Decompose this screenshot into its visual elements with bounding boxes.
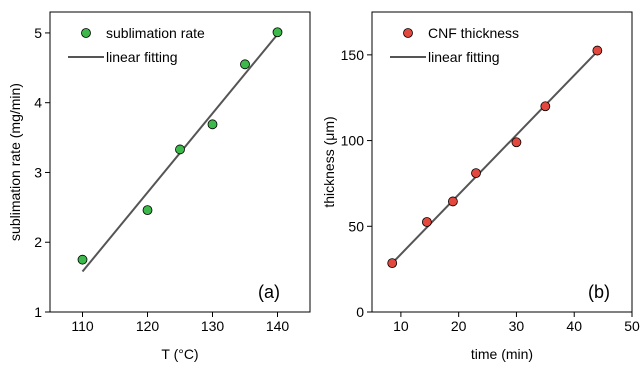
x-tick-label: 50 (624, 318, 640, 334)
y-axis-label: thickness (μm) (321, 116, 337, 207)
legend-marker (81, 28, 91, 38)
panel-label: (b) (588, 282, 610, 302)
panel-b: 10 20 30 40 50 0 50 100 150 time (min) thickness (… (321, 11, 640, 362)
legend-label: CNF thickness (428, 25, 519, 41)
data-point (77, 254, 88, 265)
x-tick-label: 130 (201, 318, 225, 334)
data-point (272, 27, 283, 38)
y-tick-label: 0 (356, 304, 364, 320)
y-tick-label: 100 (341, 133, 365, 149)
x-tick-label: 110 (71, 318, 94, 334)
y-tick-label: 2 (34, 234, 42, 250)
data-point (207, 119, 218, 130)
legend: sublimation rate linear fitting (68, 25, 205, 65)
data-point (387, 258, 398, 269)
legend-marker (403, 28, 413, 38)
data-point (175, 144, 185, 155)
x-tick-label: 40 (566, 318, 582, 334)
x-tick-label: 10 (393, 318, 409, 334)
y-tick-label: 4 (34, 95, 42, 111)
y-tick-label: 5 (34, 25, 42, 41)
data-point (471, 168, 481, 179)
legend-label: linear fitting (428, 49, 500, 65)
y-tick-label: 3 (34, 164, 42, 180)
y-axis-label: sublimation rate (mg/min) (7, 83, 23, 241)
fit-line (391, 50, 599, 264)
data-point (142, 205, 153, 216)
data-point (447, 196, 458, 207)
x-tick-label: 120 (136, 318, 160, 334)
panel-label: (a) (258, 282, 280, 302)
x-tick-label: 30 (509, 318, 525, 334)
y-tick-label: 50 (348, 218, 364, 234)
data-point (240, 59, 250, 70)
plot-frame (49, 11, 311, 313)
y-tick-label: 1 (34, 304, 42, 320)
data-point (540, 101, 551, 112)
data-point (592, 45, 603, 56)
x-axis-label: T (°C) (161, 346, 198, 362)
x-axis-label: time (min) (471, 346, 533, 362)
plot-frame (371, 11, 633, 313)
data-point (511, 137, 522, 148)
legend-label: linear fitting (106, 49, 178, 65)
x-tick-label: 20 (451, 318, 467, 334)
legend-label: sublimation rate (106, 25, 205, 41)
y-tick-label: 150 (341, 47, 365, 63)
data-point (421, 217, 432, 227)
x-tick-label: 140 (266, 318, 290, 334)
legend: CNF thickness linear fitting (390, 25, 519, 65)
panel-a: 110 120 130 140 1 2 3 4 5 T (°C) sublimation rate … (7, 11, 311, 362)
